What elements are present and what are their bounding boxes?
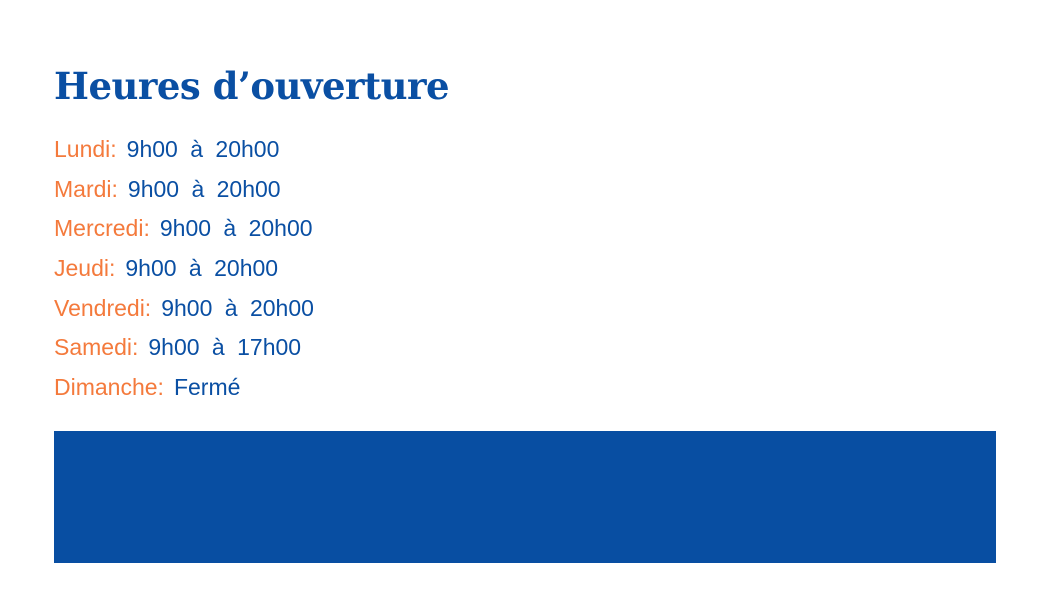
time-value: Fermé	[173, 374, 241, 401]
opening-hours-list: Lundi: 9h00 à 20h00 Mardi: 9h00 à 20h00 Me…	[54, 133, 314, 411]
day-label: Mercredi:	[54, 215, 150, 242]
day-label: Dimanche:	[54, 374, 164, 401]
blue-banner	[54, 431, 996, 563]
time-value: 9h00 à 20h00	[159, 215, 313, 242]
time-value: 9h00 à 20h00	[161, 294, 314, 321]
time-value: 9h00 à 20h00	[126, 136, 280, 162]
time-value: 9h00 à 20h00	[127, 175, 281, 202]
hours-row-friday: Vendredi: 9h00 à 20h00	[54, 292, 314, 332]
day-label: Jeudi:	[54, 255, 116, 282]
hours-row-wednesday: Mercredi: 9h00 à 20h00	[54, 212, 314, 252]
time-value: 9h00 à 17h00	[148, 334, 302, 361]
day-label: Vendredi:	[54, 294, 152, 321]
day-label: Lundi:	[54, 136, 117, 162]
hours-row-tuesday: Mardi: 9h00 à 20h00	[54, 173, 314, 213]
hours-row-monday: Lundi: 9h00 à 20h00	[54, 133, 314, 173]
hours-row-sunday: Dimanche: Fermé	[54, 371, 314, 411]
time-value: 9h00 à 20h00	[125, 255, 279, 282]
hours-row-thursday: Jeudi: 9h00 à 20h00	[54, 252, 314, 292]
day-label: Samedi:	[54, 334, 139, 361]
page-title: Heures d’ouverture	[54, 64, 450, 108]
day-label: Mardi:	[54, 175, 118, 202]
hours-row-saturday: Samedi: 9h00 à 17h00	[54, 331, 314, 371]
